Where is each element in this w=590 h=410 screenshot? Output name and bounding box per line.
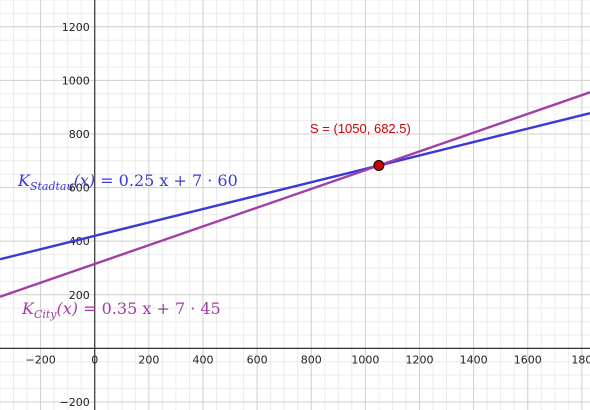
x-tick-label: 600 xyxy=(247,353,268,366)
line-city[interactable] xyxy=(0,91,590,298)
x-tick-label: 0 xyxy=(91,353,98,366)
x-tick-label: 1000 xyxy=(351,353,379,366)
y-tick-label: −200 xyxy=(60,396,90,409)
intersection-label: S = (1050, 682.5) xyxy=(310,121,411,136)
x-tick-label: 1600 xyxy=(514,353,542,366)
stadt-equation-label: KStadtau(x) = 0.25 x + 7 · 60 xyxy=(17,171,238,193)
x-tick-label: 400 xyxy=(192,353,213,366)
x-tick-label: 1400 xyxy=(460,353,488,366)
intersection-point-group xyxy=(373,159,385,171)
y-tick-label: 1000 xyxy=(62,74,90,87)
x-tick-label: 200 xyxy=(138,353,159,366)
intersection-point[interactable] xyxy=(373,159,385,171)
x-tick-label: −200 xyxy=(25,353,55,366)
city-equation-label: KCity(x) = 0.35 x + 7 · 45 xyxy=(21,299,221,321)
x-tick-label: 180 xyxy=(571,353,590,366)
tick-labels: −200 0 200 400 600 800 1000 1200 1400 1600 180 −200… xyxy=(25,21,590,409)
y-tick-label: 800 xyxy=(69,128,90,141)
y-tick-label: 200 xyxy=(69,289,90,302)
y-tick-label: 1200 xyxy=(62,21,90,34)
line-stadt[interactable] xyxy=(0,112,590,261)
x-tick-label: 800 xyxy=(301,353,322,366)
x-tick-label: 1200 xyxy=(405,353,433,366)
y-tick-label: 600 xyxy=(69,182,90,195)
function-lines xyxy=(0,91,590,298)
